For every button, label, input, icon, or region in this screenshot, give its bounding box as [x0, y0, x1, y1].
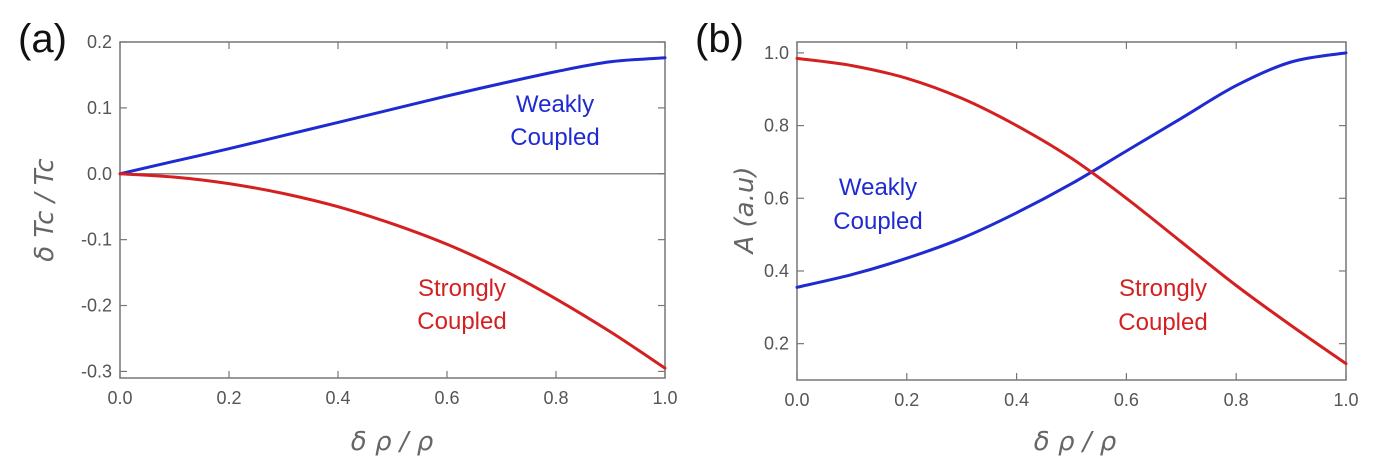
series-line-strongly-coupled	[118, 172, 667, 370]
y-tick-label: 0.6	[764, 188, 789, 208]
x-tick-label: 0.8	[1224, 390, 1249, 410]
plot-frame	[796, 41, 1347, 381]
x-tick-label: 0.0	[784, 390, 809, 410]
plot-frame	[119, 41, 666, 379]
y-tick-label: 0.2	[87, 32, 112, 52]
x-tick-label: 0.6	[434, 388, 459, 408]
y-tick-label: 0.0	[87, 164, 112, 184]
series-label-line: Weakly	[839, 174, 917, 201]
series-label-weakly-coupled: Weakly Coupled	[510, 91, 599, 151]
x-tick-label: 0.6	[1114, 390, 1139, 410]
series-label-line: Coupled	[417, 308, 506, 335]
panel-a: (a) 0.0 0.2 0.4 0.6 0.8 1.0 0.2 0.1 0.0 -0.1 -0.2 -0…	[18, 17, 678, 457]
y-tick-label: 0.4	[764, 261, 789, 281]
y-tick-label: -0.2	[81, 296, 112, 316]
panel-b: (b) 0.0 0.2 0.4 0.6 0.8 1.0 1.0 0.8 0.6 0.4 0.2 δ ρ …	[695, 17, 1359, 457]
y-tick-label: -0.1	[81, 230, 112, 250]
series-label-line: Coupled	[1118, 309, 1207, 336]
x-tick-label: 1.0	[652, 388, 677, 408]
series-label-strongly-coupled: Strongly Coupled	[1118, 275, 1207, 336]
series-line-weakly-coupled	[795, 51, 1348, 289]
series-label-strongly-coupled: Strongly Coupled	[417, 275, 506, 335]
series-label-weakly-coupled: Weakly Coupled	[833, 174, 922, 235]
series-label-line: Strongly	[1119, 275, 1207, 302]
series-label-line: Strongly	[418, 275, 506, 302]
x-tick-label: 0.8	[543, 388, 568, 408]
x-tick-label: 0.4	[325, 388, 350, 408]
series-line-weakly-coupled	[118, 56, 667, 176]
x-tick-label: 0.2	[894, 390, 919, 410]
panel-label: (b)	[695, 17, 744, 61]
x-tick-label: 1.0	[1333, 390, 1358, 410]
y-axis-label: A (a.u)	[730, 166, 760, 255]
x-tick-label: 0.0	[107, 388, 132, 408]
y-tick-label: 0.2	[764, 334, 789, 354]
series-line-strongly-coupled	[795, 56, 1348, 366]
series-label-line: Coupled	[510, 124, 599, 151]
series-label-line: Weakly	[516, 91, 594, 118]
x-axis-label: δ ρ / ρ	[1034, 427, 1117, 457]
series-label-line: Coupled	[833, 208, 922, 235]
y-tick-label: 0.1	[87, 98, 112, 118]
x-tick-label: 0.4	[1004, 390, 1029, 410]
y-axis-label: δ Tc / Tc	[30, 158, 60, 261]
panel-label: (a)	[18, 17, 67, 61]
y-tick-label: 0.8	[764, 116, 789, 136]
x-axis-label: δ ρ / ρ	[351, 427, 434, 457]
y-tick-label: -0.3	[81, 361, 112, 381]
x-tick-label: 0.2	[216, 388, 241, 408]
y-tick-label: 1.0	[764, 43, 789, 63]
